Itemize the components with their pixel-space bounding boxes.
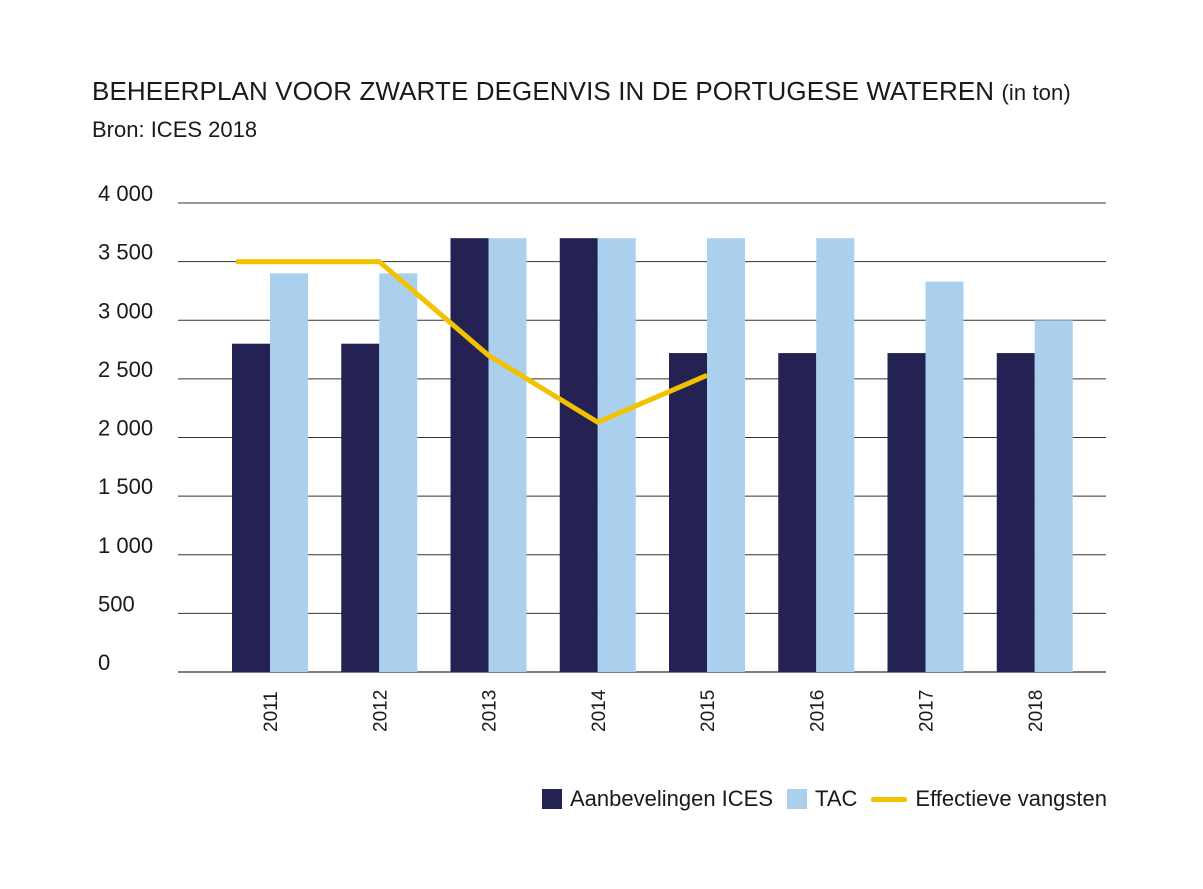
chart-title-main: BEHEERPLAN VOOR ZWARTE DEGENVIS IN DE PO… bbox=[92, 76, 995, 106]
bar-tac-2018 bbox=[1034, 320, 1073, 672]
x-tick-label: 2013 bbox=[480, 690, 501, 732]
x-tick-label: 2018 bbox=[1026, 690, 1047, 732]
legend-item-tac: TAC bbox=[787, 786, 857, 812]
y-tick-label: 500 bbox=[98, 591, 135, 616]
bar-ices-2014 bbox=[559, 238, 598, 673]
legend-item-ices: Aanbevelingen ICES bbox=[541, 786, 774, 812]
bar-ices-2018 bbox=[996, 353, 1035, 672]
legend-swatch-tac bbox=[787, 789, 808, 809]
chart-title: BEHEERPLAN VOOR ZWARTE DEGENVIS IN DE PO… bbox=[92, 76, 1071, 107]
bar-ices-2017 bbox=[887, 353, 926, 672]
bar-ices-2016 bbox=[778, 353, 817, 672]
x-tick-label: 2016 bbox=[807, 690, 828, 732]
x-tick-label: 2015 bbox=[698, 690, 719, 732]
x-tick-label: 2011 bbox=[261, 691, 282, 732]
x-axis-ticks: 2011 2012 2013 2014 2015 2016 2017 2018 bbox=[261, 689, 1047, 732]
y-tick-label: 1 500 bbox=[98, 474, 153, 499]
gridlines bbox=[178, 202, 1106, 673]
bar-ices-2012 bbox=[341, 343, 380, 672]
bar-tac-2012 bbox=[379, 273, 418, 672]
y-tick-label: 3 500 bbox=[98, 240, 153, 265]
y-tick-label: 2 000 bbox=[98, 416, 153, 441]
legend: Aanbevelingen ICES TAC Effectieve vangst… bbox=[528, 786, 1107, 812]
bar-ices-2013 bbox=[450, 238, 489, 673]
bar-tac-2014 bbox=[597, 238, 636, 673]
chart-source: Bron: ICES 2018 bbox=[92, 117, 258, 142]
x-tick-label: 2017 bbox=[917, 690, 938, 732]
y-tick-label: 4 000 bbox=[98, 181, 153, 206]
legend-swatch-catches bbox=[871, 796, 908, 802]
x-tick-label: 2012 bbox=[370, 690, 391, 732]
bar-ices-2015 bbox=[669, 353, 707, 672]
legend-item-catches: Effectieve vangsten bbox=[871, 786, 1107, 812]
y-axis-ticks: 4 000 3 500 3 000 2 500 2 000 1 500 1 000 500 0 bbox=[98, 181, 153, 675]
bar-tac-2015 bbox=[707, 238, 745, 673]
bar-ices-2011 bbox=[232, 343, 270, 672]
y-tick-label: 2 500 bbox=[98, 357, 153, 382]
catches-line-layer bbox=[235, 259, 708, 425]
y-tick-label: 1 000 bbox=[98, 533, 153, 558]
legend-label-catches: Effectieve vangsten bbox=[915, 786, 1107, 811]
bar-tac-2017 bbox=[925, 281, 964, 672]
bar-tac-2013 bbox=[488, 238, 527, 673]
chart-title-unit: (in ton) bbox=[1001, 80, 1071, 105]
bar-tac-2016 bbox=[816, 238, 855, 673]
y-tick-label: 0 bbox=[98, 650, 110, 675]
legend-label-tac: TAC bbox=[815, 786, 858, 811]
legend-label-ices: Aanbevelingen ICES bbox=[569, 786, 774, 811]
bar-tac-2011 bbox=[270, 273, 308, 672]
y-tick-label: 3 000 bbox=[98, 298, 153, 323]
bars bbox=[232, 238, 1073, 673]
x-tick-label: 2014 bbox=[589, 689, 610, 732]
legend-swatch-ices bbox=[541, 789, 562, 809]
